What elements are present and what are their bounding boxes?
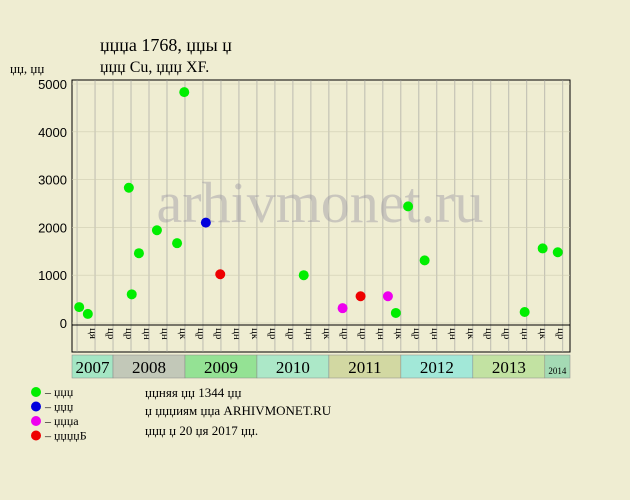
data-point [172, 238, 183, 249]
data-point [382, 291, 393, 302]
data-point [151, 225, 162, 236]
year-label: 2013 [492, 358, 526, 377]
note: џџџ џ 20 џя 2017 џџ. [145, 423, 258, 438]
quarter-label: цк [321, 328, 333, 340]
quarter-label: цр [213, 328, 225, 340]
data-point [82, 308, 93, 319]
year-label: 2008 [132, 358, 166, 377]
chart-subtitle: џџџ Cu, џџџ XF. [100, 59, 209, 76]
y-axis-label: џџ, џџ [10, 61, 44, 76]
quarter-label: цр [411, 328, 423, 340]
plot-area [71, 79, 571, 353]
quarter-label: цн [375, 328, 387, 340]
data-point [537, 243, 548, 254]
quarter-label: цр [105, 328, 117, 340]
quarter-label: цр [123, 328, 135, 340]
quarter-label: цк [393, 328, 405, 340]
data-point [200, 217, 211, 228]
data-point [552, 247, 563, 258]
data-point [337, 303, 348, 314]
data-point [355, 291, 366, 302]
quarter-label: цр [267, 328, 279, 340]
quarter-label: цр [555, 328, 567, 340]
legend-label: – џџџ [44, 400, 74, 414]
chart-title: џџџа 1768, џџы џ [100, 35, 232, 55]
quarter-label: цк [249, 328, 261, 340]
year-label: 2014 [548, 366, 567, 376]
data-point [123, 182, 134, 193]
year-label: 2012 [420, 358, 454, 377]
data-point [403, 201, 414, 212]
quarter-label: цн [429, 328, 441, 340]
data-point [74, 302, 85, 313]
data-point [519, 307, 530, 318]
data-point [390, 307, 401, 318]
quarter-label: цн [141, 328, 153, 340]
quarter-label: цн [447, 328, 459, 340]
y-tick-label: 0 [60, 316, 67, 331]
y-tick-label: 5000 [38, 77, 67, 92]
legend-label: – џџџа [44, 414, 79, 428]
y-tick-label: 4000 [38, 125, 67, 140]
data-point [179, 87, 190, 98]
y-tick-label: 2000 [38, 220, 67, 235]
quarter-label: цр [501, 328, 513, 340]
data-point [215, 269, 226, 280]
watermark: arhivmonet.ru [157, 170, 484, 235]
y-tick-label: 3000 [38, 173, 67, 188]
quarter-label: цн [519, 328, 531, 340]
quarter-label: цк [465, 328, 477, 340]
legend-label: – џџџџБ [44, 429, 87, 443]
quarter-label: цк [177, 328, 189, 340]
data-point [419, 255, 430, 266]
quarter-label: цн [159, 328, 171, 340]
year-label: 2010 [276, 358, 310, 377]
legend-marker [31, 430, 41, 441]
quarter-label: цр [285, 328, 297, 340]
data-point [298, 270, 309, 281]
quarter-label: цр [339, 328, 351, 340]
note: џ џџџиям џџа ARHIVMONET.RU [145, 403, 332, 418]
quarter-label: цр [483, 328, 495, 340]
quarter-label: цр [195, 328, 207, 340]
quarter-label: цн [231, 328, 243, 340]
year-label: 2009 [204, 358, 238, 377]
legend-marker [31, 401, 41, 412]
year-label: 2007 [76, 358, 111, 377]
data-point [126, 289, 137, 300]
y-tick-label: 1000 [38, 268, 67, 283]
legend-marker [31, 387, 41, 397]
note: џџняя џџ 1344 џџ [145, 385, 241, 400]
legend-label: – џџџ [44, 385, 74, 399]
year-band [544, 354, 571, 379]
quarter-label: цн [303, 328, 315, 340]
quarter-label: цр [357, 328, 369, 340]
legend-marker [31, 416, 41, 426]
year-label: 2011 [348, 358, 381, 377]
quarter-label: цк [537, 328, 549, 340]
data-point [133, 248, 144, 259]
quarter-label: ця [87, 328, 99, 339]
